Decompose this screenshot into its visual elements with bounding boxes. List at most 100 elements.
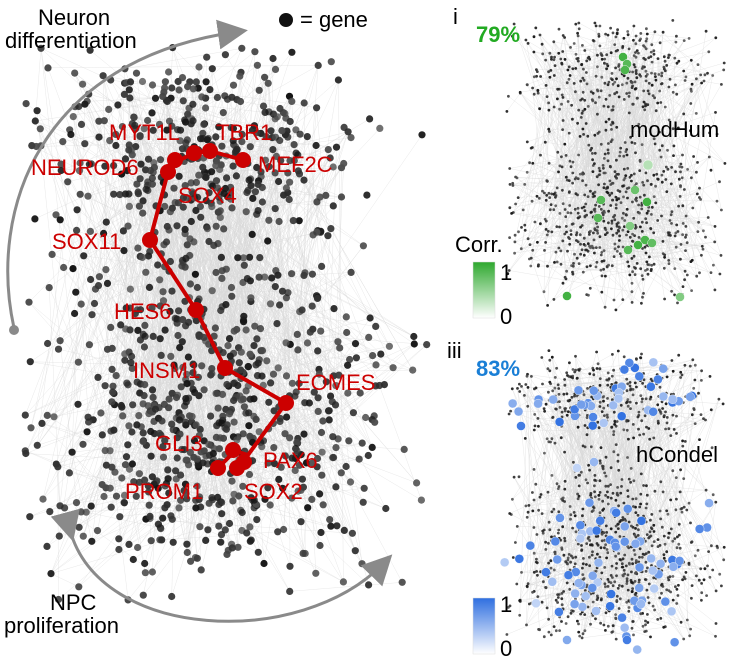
gene-node bbox=[621, 184, 624, 188]
gene-node bbox=[254, 548, 262, 556]
gene-node bbox=[43, 411, 51, 419]
gene-node bbox=[544, 241, 547, 244]
gene-node bbox=[26, 513, 34, 521]
gene-node bbox=[195, 392, 203, 400]
gene-node bbox=[246, 143, 254, 151]
gene-node bbox=[337, 469, 345, 477]
gene-node bbox=[694, 112, 698, 115]
gene-node bbox=[720, 208, 723, 212]
gene-node bbox=[182, 418, 190, 426]
gene-node bbox=[600, 290, 604, 294]
gene-node bbox=[208, 168, 216, 176]
gene-node bbox=[163, 97, 171, 106]
gene-node bbox=[584, 183, 588, 187]
gene-node bbox=[649, 182, 653, 186]
gene-node bbox=[575, 233, 578, 237]
gene-node bbox=[169, 538, 177, 546]
gene-node bbox=[638, 39, 642, 42]
gene-node bbox=[638, 169, 642, 173]
network-edge bbox=[661, 83, 701, 200]
gene-node bbox=[525, 83, 529, 86]
gene-label-neurod6: NEUROD6 bbox=[31, 155, 139, 180]
gene-node bbox=[308, 270, 316, 278]
gene-node bbox=[312, 569, 320, 577]
gene-node bbox=[282, 184, 290, 192]
gene-node bbox=[303, 339, 312, 347]
network-edge bbox=[264, 65, 319, 278]
gene-node bbox=[168, 84, 176, 92]
network-edge bbox=[268, 220, 305, 276]
gene-node bbox=[563, 208, 567, 211]
gene-node bbox=[220, 225, 228, 233]
network-edge bbox=[245, 211, 303, 311]
gene-node bbox=[187, 217, 195, 226]
gene-node bbox=[644, 58, 647, 61]
gene-node bbox=[525, 170, 529, 174]
gene-node bbox=[200, 120, 208, 128]
gene-node bbox=[646, 103, 650, 107]
gene-node bbox=[236, 72, 244, 80]
gene-node bbox=[569, 165, 573, 169]
gene-node bbox=[140, 125, 148, 133]
gene-node bbox=[156, 302, 164, 310]
gene-node bbox=[604, 128, 608, 132]
gene-node bbox=[192, 206, 200, 215]
gene-node bbox=[26, 358, 34, 366]
network-edge bbox=[122, 126, 161, 211]
gene-node bbox=[76, 159, 84, 167]
gene-node bbox=[318, 471, 326, 479]
gene-node bbox=[599, 207, 603, 211]
gene-node bbox=[543, 140, 547, 144]
gene-node bbox=[134, 188, 142, 196]
network-edge bbox=[652, 37, 716, 63]
network-edge bbox=[557, 95, 654, 100]
gene-labels: MYT1L TBR1 NEUROD6 MEF2C SOX4 SOX11 HES6… bbox=[31, 120, 375, 504]
gene-node bbox=[663, 59, 667, 63]
network-edge bbox=[635, 591, 671, 595]
gene-node bbox=[610, 127, 613, 131]
network-edge bbox=[76, 364, 377, 503]
network-edge bbox=[629, 74, 701, 227]
gene-node bbox=[657, 73, 661, 76]
network-edge bbox=[592, 40, 649, 208]
gene-node bbox=[168, 420, 176, 428]
gene-node bbox=[385, 342, 393, 350]
gene-node bbox=[175, 504, 183, 512]
network-edge bbox=[186, 58, 274, 402]
gene-node bbox=[675, 92, 679, 96]
gene-node bbox=[690, 89, 693, 93]
gene-legend-text: = gene bbox=[300, 7, 368, 32]
gene-node bbox=[521, 208, 525, 212]
network-edge bbox=[676, 82, 702, 95]
gene-node bbox=[699, 73, 703, 77]
network-edge bbox=[193, 88, 317, 109]
network-edge bbox=[47, 415, 219, 527]
gene-node bbox=[291, 392, 299, 400]
gene-node bbox=[634, 151, 637, 155]
gene-node bbox=[535, 70, 539, 73]
gene-node bbox=[683, 278, 686, 282]
gene-node bbox=[208, 65, 216, 73]
gene-node bbox=[54, 595, 63, 604]
gene-node bbox=[225, 410, 234, 418]
gene-node bbox=[611, 105, 615, 108]
gene-node bbox=[602, 186, 606, 190]
gene-node bbox=[334, 338, 342, 346]
gene-node bbox=[579, 252, 582, 256]
gene-node bbox=[227, 195, 235, 203]
gene-node bbox=[627, 47, 631, 51]
gene-node bbox=[205, 499, 213, 507]
gene-node bbox=[277, 463, 285, 471]
gene-node bbox=[699, 198, 702, 201]
network-edge bbox=[646, 119, 670, 223]
gene-node bbox=[684, 75, 688, 79]
gene-node bbox=[555, 225, 559, 229]
gene-node bbox=[54, 463, 62, 471]
gene-node bbox=[644, 217, 648, 221]
gene-node bbox=[314, 394, 322, 402]
gene-node bbox=[33, 107, 41, 115]
gene-node bbox=[706, 216, 710, 219]
gene-node bbox=[120, 90, 128, 98]
network-edge bbox=[79, 162, 376, 387]
gene-node bbox=[607, 209, 610, 213]
